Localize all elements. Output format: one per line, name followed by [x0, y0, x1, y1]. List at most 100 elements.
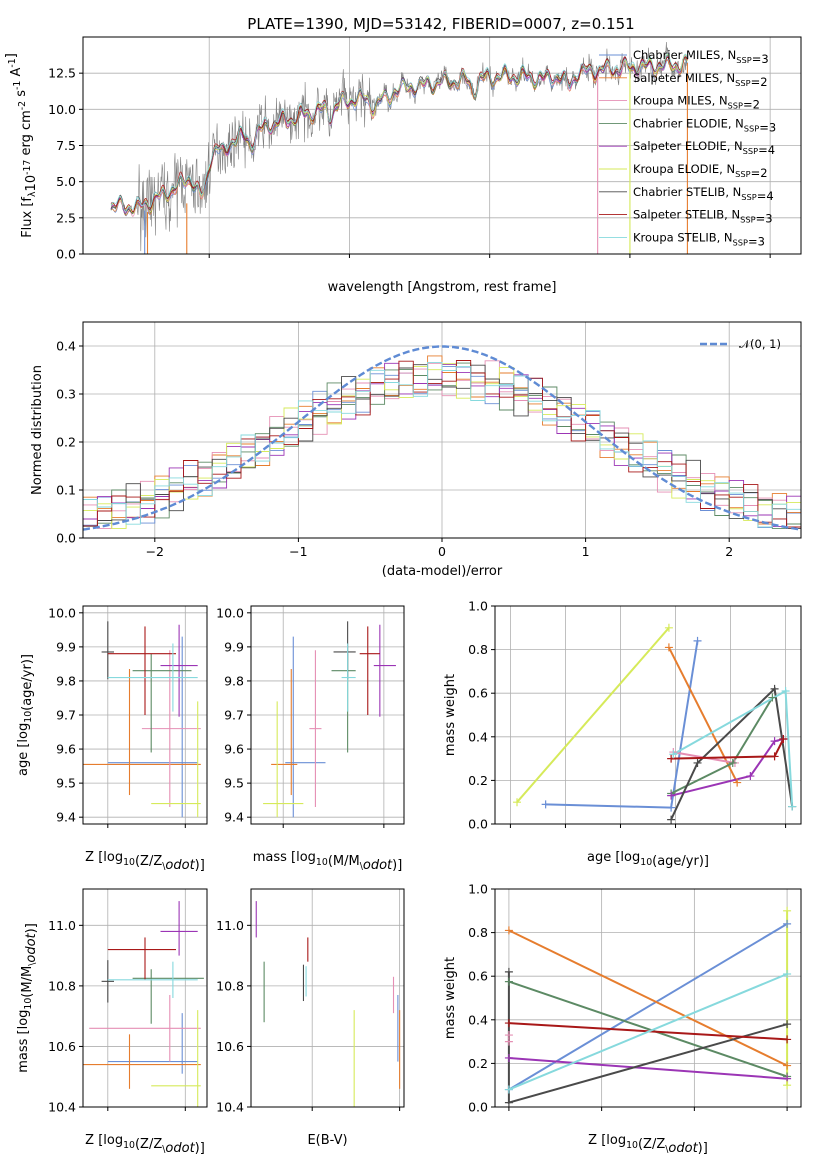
- x-tick-label: −2: [146, 544, 164, 559]
- weight-marker: [504, 977, 513, 986]
- weight-marker: [783, 970, 792, 979]
- weight-marker: [504, 1098, 513, 1107]
- y-tick-label: 0.0: [56, 531, 76, 546]
- y-tick-label: 0.1: [56, 483, 76, 498]
- y-tick-label: 0.2: [468, 773, 488, 788]
- weight-marker: [504, 1019, 513, 1028]
- y-tick-label: 9.4: [56, 810, 76, 825]
- weights-7-plot-area: [495, 889, 801, 1107]
- y-tick-label: 7.5: [56, 138, 76, 153]
- weight-marker: [667, 754, 676, 763]
- weight-marker: [504, 926, 513, 935]
- errorbars-3-axes: 9.4 9.5 9.6 9.7 9.8 9.9 10.0 mass [log10(M/M\od…: [216, 605, 405, 873]
- spectrum-legend: Chabrier MILES, NSSP=3 Salpeter MILES, NS…: [599, 48, 776, 248]
- y-tick-label: 0.6: [468, 686, 488, 701]
- x-tick-label: 2: [725, 544, 733, 559]
- weights-4-frame: [494, 605, 802, 825]
- legend-label: Chabrier ELODIE, NSSP=3: [633, 116, 776, 134]
- weights-4-plot-area: [495, 606, 801, 824]
- weight-marker: [728, 758, 737, 767]
- weight-marker: [541, 800, 550, 809]
- spectrum-frame: [82, 36, 802, 255]
- x-tick-label: 1: [582, 544, 590, 559]
- weight-marker: [504, 1085, 513, 1094]
- x-axis-label: wavelength [Angstrom, rest frame]: [328, 280, 557, 295]
- weight-marker: [781, 687, 790, 696]
- x-axis-label: E(B-V): [307, 1133, 347, 1148]
- errorbars-5-axes: 10.4 10.6 10.8 11.0 Z [log10(Z/Z\odot)] mass …: [16, 888, 208, 1156]
- weight-series-6: [516, 627, 670, 803]
- errorbars-6-grid: [251, 889, 404, 1107]
- y-tick-label: 1.0: [468, 599, 488, 614]
- legend-label: Kroupa STELIB, NSSP=3: [633, 230, 765, 248]
- y-tick-label: 0.3: [56, 387, 76, 402]
- legend-label: 𝒩(0, 1): [739, 337, 781, 351]
- weight-marker: [770, 737, 779, 746]
- x-tick-label: 0: [438, 544, 446, 559]
- y-tick-label: 11.0: [48, 918, 76, 933]
- weights-7-axes: 0.0 0.2 0.4 0.6 0.8 1.0 Z [log10(Z/Z\odot)] mas…: [443, 882, 802, 1156]
- legend-label: Kroupa ELODIE, NSSP=2: [633, 162, 768, 180]
- weight-series-4: [508, 980, 788, 1078]
- weight-marker: [504, 967, 513, 976]
- x-axis-label: mass [log10(M/M\odot)]: [253, 850, 403, 873]
- legend-label: Chabrier MILES, NSSP=3: [633, 48, 769, 66]
- y-tick-label: 0.4: [468, 1012, 488, 1027]
- y-tick-label: 10.8: [48, 978, 76, 993]
- weight-marker: [783, 919, 792, 928]
- y-tick-label: 10.0: [48, 605, 76, 620]
- weight-marker: [783, 1081, 792, 1090]
- y-tick-label: 0.2: [56, 435, 76, 450]
- x-axis-label: Z [log10(Z/Z\odot)]: [588, 1133, 708, 1156]
- errorbars-3-grid: [251, 606, 404, 824]
- y-tick-label: 10.4: [216, 1100, 244, 1115]
- weight-marker: [669, 750, 678, 759]
- y-tick-label: 9.9: [56, 639, 76, 654]
- weight-series-1: [508, 923, 788, 1091]
- errorbars-6-frame: [250, 888, 405, 1108]
- errorbars-3-frame: [250, 605, 405, 825]
- y-tick-label: 0.8: [468, 925, 488, 940]
- residual-histogram-8: [83, 360, 801, 538]
- weight-marker: [667, 815, 676, 824]
- y-tick-label: 9.5: [56, 776, 76, 791]
- y-tick-label: 11.0: [216, 918, 244, 933]
- y-tick-label: 10.4: [48, 1100, 76, 1115]
- y-tick-label: 10.0: [48, 102, 76, 117]
- errorbars-5-frame: [82, 888, 208, 1108]
- weight-series-2: [508, 929, 788, 1067]
- y-tick-label: 9.8: [56, 673, 76, 688]
- residuals-axes: −2 −1 0 1 2 0.0 0.1 0.2 0.3 0.4 (data-model)/error…: [30, 321, 802, 579]
- weight-marker: [768, 693, 777, 702]
- y-tick-label: 9.6: [224, 742, 244, 757]
- legend-label: Kroupa MILES, NSSP=2: [633, 94, 760, 112]
- weight-marker: [504, 1031, 513, 1040]
- errorbars-2-axes: 9.4 9.5 9.6 9.7 9.8 9.9 10.0 Z [log10(Z/Z\odot)…: [16, 605, 208, 873]
- x-axis-label: age [log10(age/yr)]: [587, 850, 709, 869]
- residual-legend: 𝒩(0, 1): [700, 337, 781, 351]
- y-tick-label: 10.8: [216, 978, 244, 993]
- spectrum-axes: 0.0 2.5 5.0 7.5 10.0 12.5 wavelength [Angstrom…: [4, 36, 802, 295]
- x-tick-label: −1: [289, 544, 307, 559]
- legend-label: Salpeter MILES, NSSP=2: [633, 71, 768, 89]
- weights-7-frame: [494, 888, 802, 1108]
- y-tick-label: 0.4: [56, 339, 76, 354]
- weight-series-2: [668, 646, 739, 784]
- y-tick-label: 2.5: [56, 210, 76, 225]
- weight-marker: [667, 791, 676, 800]
- errorbars-2-plot-area: [83, 606, 207, 824]
- errorbars-6-plot-area: [251, 889, 404, 1107]
- weight-marker: [693, 758, 702, 767]
- weight-marker: [779, 734, 788, 743]
- normal-reference-curve: [83, 345, 799, 531]
- y-tick-label: 5.0: [56, 174, 76, 189]
- y-axis-label: Normed distribution: [30, 365, 45, 495]
- y-tick-label: 0.6: [468, 969, 488, 984]
- weight-series-1: [545, 640, 699, 809]
- weight-marker: [746, 772, 755, 781]
- y-tick-label: 9.5: [224, 776, 244, 791]
- y-tick-label: 0.4: [468, 729, 488, 744]
- figure-title: PLATE=1390, MJD=53142, FIBERID=0007, z=0…: [247, 15, 634, 33]
- residuals-grid: [83, 322, 801, 538]
